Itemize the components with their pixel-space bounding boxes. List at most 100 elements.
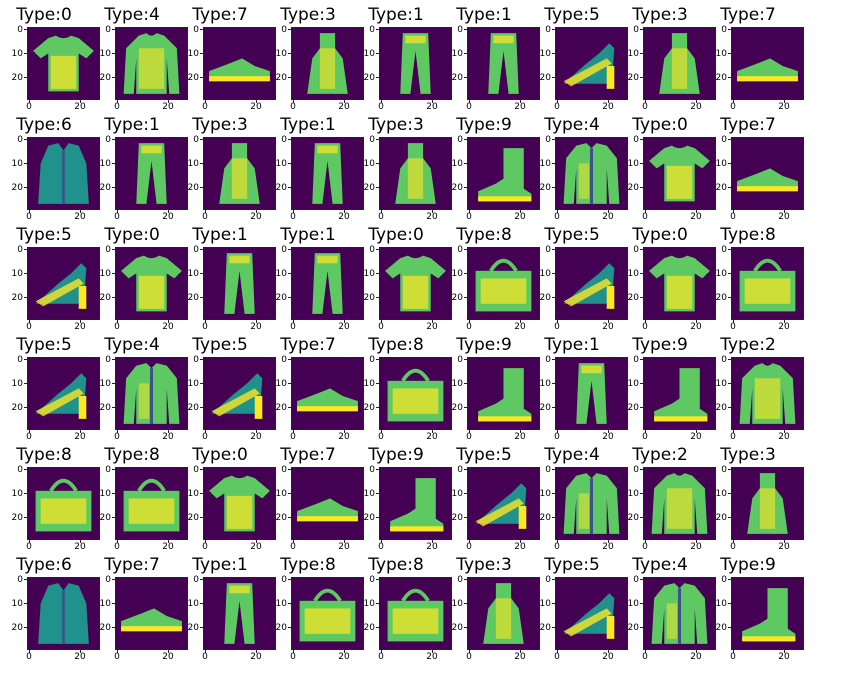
subplot-title: Type:7 <box>192 5 248 25</box>
y-tick-label: 0 <box>633 465 639 475</box>
subplot: Type:9 0 10 20 0 20 <box>352 440 452 552</box>
y-tick-label: 10 <box>363 49 375 59</box>
t-shirt-image <box>643 247 716 320</box>
y-tick-mark <box>112 297 115 298</box>
subplot: Type:9 0 10 20 0 20 <box>616 330 716 442</box>
y-tick-mark <box>728 469 731 470</box>
y-tick-mark <box>288 469 291 470</box>
y-tick-mark <box>376 249 379 250</box>
x-tick-mark <box>205 540 206 543</box>
x-tick-label: 20 <box>162 542 174 552</box>
trouser-image <box>203 577 276 650</box>
x-tick-mark <box>205 650 206 653</box>
y-tick-label: 20 <box>275 623 287 633</box>
y-tick-mark <box>376 273 379 274</box>
x-tick-label: 20 <box>690 652 702 662</box>
x-tick-mark <box>205 100 206 103</box>
coat-image-svg <box>556 138 627 209</box>
y-tick-label: 20 <box>99 183 111 193</box>
y-tick-mark <box>640 407 643 408</box>
y-tick-label: 0 <box>17 135 23 145</box>
y-tick-mark <box>640 29 643 30</box>
y-tick-mark <box>288 273 291 274</box>
y-tick-label: 20 <box>627 73 639 83</box>
x-tick-mark <box>733 210 734 213</box>
y-tick-mark <box>112 249 115 250</box>
y-tick-label: 20 <box>715 403 727 413</box>
x-tick-mark <box>469 540 470 543</box>
sneaker-image <box>731 137 804 210</box>
y-tick-mark <box>200 627 203 628</box>
y-tick-label: 10 <box>363 489 375 499</box>
subplot: Type:3 0 10 20 0 20 <box>352 110 452 222</box>
x-tick-label: 0 <box>26 322 32 332</box>
x-tick-label: 0 <box>466 322 472 332</box>
x-tick-mark <box>344 540 345 543</box>
subplot-title: Type:7 <box>280 445 336 465</box>
subplot-title: Type:2 <box>632 445 688 465</box>
x-tick-mark <box>733 650 734 653</box>
ankle-boot-image-svg <box>380 468 451 539</box>
subplot-title: Type:8 <box>368 335 424 355</box>
pullover-image-svg <box>732 358 803 429</box>
subplot: Type:1 0 10 20 0 20 <box>352 0 452 112</box>
coat-image <box>555 137 628 210</box>
y-tick-mark <box>288 579 291 580</box>
subplot: Type:8 0 10 20 0 20 <box>352 330 452 442</box>
y-tick-label: 20 <box>451 623 463 633</box>
subplot-title: Type:4 <box>632 555 688 575</box>
x-tick-label: 20 <box>74 322 86 332</box>
subplot-title: Type:4 <box>104 5 160 25</box>
y-tick-mark <box>200 603 203 604</box>
y-tick-label: 20 <box>275 73 287 83</box>
y-tick-mark <box>464 53 467 54</box>
y-tick-mark <box>640 53 643 54</box>
y-tick-mark <box>24 469 27 470</box>
x-tick-mark <box>168 650 169 653</box>
y-tick-mark <box>376 579 379 580</box>
y-tick-label: 10 <box>275 379 287 389</box>
x-tick-mark <box>381 100 382 103</box>
subplot: Type:8 0 10 20 0 20 <box>88 440 188 552</box>
sneaker-image <box>115 577 188 650</box>
x-tick-label: 20 <box>778 652 790 662</box>
x-tick-label: 0 <box>290 542 296 552</box>
y-tick-mark <box>728 579 731 580</box>
y-tick-mark <box>376 139 379 140</box>
subplot-title: Type:0 <box>16 5 72 25</box>
subplot-title: Type:8 <box>280 555 336 575</box>
y-tick-mark <box>376 359 379 360</box>
y-tick-mark <box>552 29 555 30</box>
t-shirt-image-svg <box>116 248 187 319</box>
y-tick-mark <box>288 627 291 628</box>
y-tick-label: 10 <box>627 159 639 169</box>
t-shirt-image-svg <box>380 248 451 319</box>
y-tick-mark <box>200 163 203 164</box>
x-tick-mark <box>645 210 646 213</box>
x-tick-label: 20 <box>602 322 614 332</box>
y-tick-mark <box>376 187 379 188</box>
x-tick-mark <box>432 100 433 103</box>
y-tick-mark <box>640 359 643 360</box>
y-tick-mark <box>112 603 115 604</box>
subplot-title: Type:3 <box>632 5 688 25</box>
sandal-image <box>555 247 628 320</box>
y-tick-label: 20 <box>451 513 463 523</box>
y-tick-mark <box>112 493 115 494</box>
trouser-image-svg <box>292 248 363 319</box>
y-tick-label: 0 <box>281 25 287 35</box>
x-tick-mark <box>469 320 470 323</box>
dress-image-svg <box>468 578 539 649</box>
pullover-image <box>643 467 716 540</box>
y-tick-mark <box>376 493 379 494</box>
y-tick-mark <box>200 359 203 360</box>
subplot-title: Type:1 <box>544 335 600 355</box>
y-tick-mark <box>640 249 643 250</box>
y-tick-mark <box>728 77 731 78</box>
y-tick-mark <box>464 517 467 518</box>
y-tick-label: 20 <box>11 403 23 413</box>
y-tick-mark <box>200 77 203 78</box>
x-tick-label: 20 <box>778 542 790 552</box>
x-tick-mark <box>432 320 433 323</box>
x-tick-label: 20 <box>690 432 702 442</box>
